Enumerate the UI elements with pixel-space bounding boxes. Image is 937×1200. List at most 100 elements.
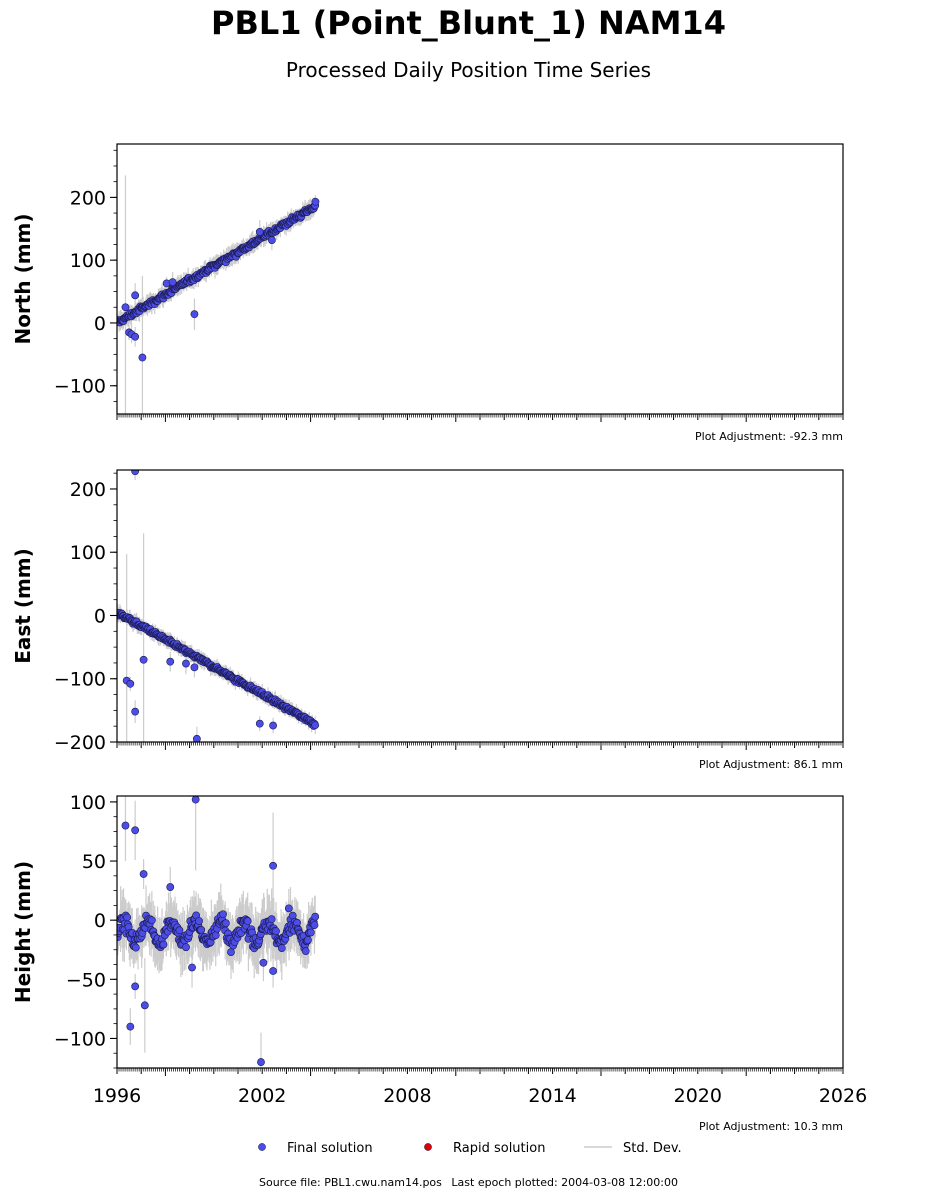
data-layer bbox=[117, 796, 320, 1068]
data-point bbox=[304, 936, 312, 944]
plot-adjustment: Plot Adjustment: 86.1 mm bbox=[699, 758, 843, 771]
y-tick-label: −50 bbox=[66, 969, 106, 991]
x-tick-label: 2020 bbox=[674, 1085, 722, 1107]
data-point bbox=[221, 919, 230, 928]
y-tick-label: −100 bbox=[54, 669, 106, 691]
y-tick-label: 0 bbox=[94, 910, 106, 932]
data-point bbox=[131, 826, 140, 835]
x-tick-label: 2008 bbox=[383, 1085, 431, 1107]
data-point bbox=[310, 921, 319, 930]
legend-label: Final solution bbox=[287, 1141, 373, 1156]
data-point bbox=[311, 721, 320, 730]
data-point bbox=[219, 910, 227, 919]
data-point bbox=[139, 870, 148, 878]
data-point bbox=[255, 719, 264, 728]
data-point bbox=[211, 931, 220, 940]
data-point bbox=[311, 197, 320, 206]
y-axis-label: East (mm) bbox=[11, 548, 35, 664]
legend-marker bbox=[424, 1143, 432, 1151]
y-tick-label: 100 bbox=[70, 542, 106, 564]
legend: Final solution Rapid solution Std. Dev. bbox=[258, 1141, 682, 1156]
data-point bbox=[259, 958, 268, 967]
data-point bbox=[166, 657, 175, 666]
y-tick-label: −100 bbox=[54, 376, 106, 398]
y-tick-label: 200 bbox=[70, 479, 106, 501]
data-layer bbox=[117, 470, 320, 742]
data-point bbox=[131, 470, 140, 476]
data-point bbox=[131, 332, 140, 341]
data-point bbox=[269, 967, 277, 975]
data-point bbox=[166, 883, 175, 891]
y-tick-label: −200 bbox=[54, 732, 106, 754]
y-tick-label: 200 bbox=[70, 187, 106, 209]
data-point bbox=[269, 861, 277, 870]
data-point bbox=[227, 948, 235, 956]
footer-source: Source file: PBL1.cwu.nam14.pos bbox=[258, 1176, 442, 1189]
plot-adjustment: Plot Adjustment: 10.3 mm bbox=[699, 1120, 843, 1133]
data-point bbox=[139, 655, 148, 664]
y-tick-label: −100 bbox=[54, 1028, 106, 1050]
x-tick-label: 2002 bbox=[238, 1085, 286, 1107]
data-point bbox=[190, 310, 199, 319]
data-point bbox=[175, 926, 184, 935]
data-point bbox=[284, 904, 293, 913]
data-point bbox=[131, 707, 140, 716]
data-point bbox=[301, 947, 310, 956]
footer-last-epoch: Last epoch plotted: 2004-03-08 12:00:00 bbox=[451, 1176, 678, 1189]
data-point bbox=[182, 943, 190, 952]
data-point bbox=[138, 353, 147, 362]
data-point bbox=[188, 963, 196, 972]
chart-title: PBL1 (Point_Blunt_1) NAM14 bbox=[211, 4, 726, 42]
axes-frame bbox=[116, 469, 844, 743]
data-point bbox=[126, 1022, 135, 1031]
x-tick-label: 2014 bbox=[528, 1085, 576, 1107]
data-point bbox=[311, 912, 320, 921]
data-point bbox=[147, 916, 156, 925]
x-tick-label: 2026 bbox=[819, 1085, 867, 1107]
data-point bbox=[159, 940, 168, 949]
data-point bbox=[126, 679, 135, 688]
legend-label: Std. Dev. bbox=[623, 1141, 682, 1156]
data-layer bbox=[117, 175, 320, 414]
legend-marker bbox=[258, 1143, 266, 1151]
axes-frame bbox=[116, 143, 844, 415]
y-tick-label: 50 bbox=[82, 851, 106, 873]
data-point bbox=[123, 913, 132, 922]
panel-2: −200 −100 0 100 200 East (mm) Plot Adjustment:… bbox=[11, 469, 844, 771]
data-point bbox=[140, 1001, 149, 1010]
data-point bbox=[197, 926, 206, 934]
data-point bbox=[255, 228, 264, 236]
x-tick-label: 1996 bbox=[93, 1085, 141, 1107]
data-point bbox=[192, 734, 201, 742]
data-point bbox=[267, 915, 276, 924]
panel-3: −100 −50 0 50 100 1996 2002 2008 2014 2020 2026 Hei… bbox=[11, 792, 867, 1133]
data-point bbox=[277, 944, 286, 952]
data-point bbox=[131, 291, 140, 300]
data-point bbox=[306, 928, 315, 937]
data-point bbox=[131, 943, 140, 952]
panel-1: −100 0 100 200 North (mm) Plot Adjustment: -9… bbox=[11, 143, 844, 443]
data-point bbox=[269, 721, 277, 730]
y-axis-label: North (mm) bbox=[11, 213, 35, 344]
data-point bbox=[121, 303, 130, 312]
data-point bbox=[267, 236, 276, 244]
data-point bbox=[131, 982, 140, 991]
data-point bbox=[243, 917, 252, 926]
y-tick-label: 100 bbox=[70, 792, 106, 814]
data-point bbox=[272, 927, 280, 936]
y-tick-label: 100 bbox=[70, 250, 106, 272]
data-point bbox=[195, 917, 203, 925]
data-point bbox=[257, 1058, 265, 1066]
y-axis-label: Height (mm) bbox=[11, 861, 35, 1003]
data-point bbox=[182, 659, 190, 668]
data-point bbox=[121, 821, 130, 830]
y-tick-label: 0 bbox=[94, 605, 106, 627]
plot-adjustment: Plot Adjustment: -92.3 mm bbox=[695, 430, 843, 443]
y-tick-label: 0 bbox=[94, 313, 106, 335]
data-point bbox=[191, 796, 200, 804]
data-point bbox=[168, 278, 177, 287]
footer-note: Source file: PBL1.cwu.nam14.pos Last epo… bbox=[0, 1176, 937, 1189]
chart-subtitle: Processed Daily Position Time Series bbox=[285, 58, 652, 82]
legend-label: Rapid solution bbox=[453, 1141, 545, 1156]
